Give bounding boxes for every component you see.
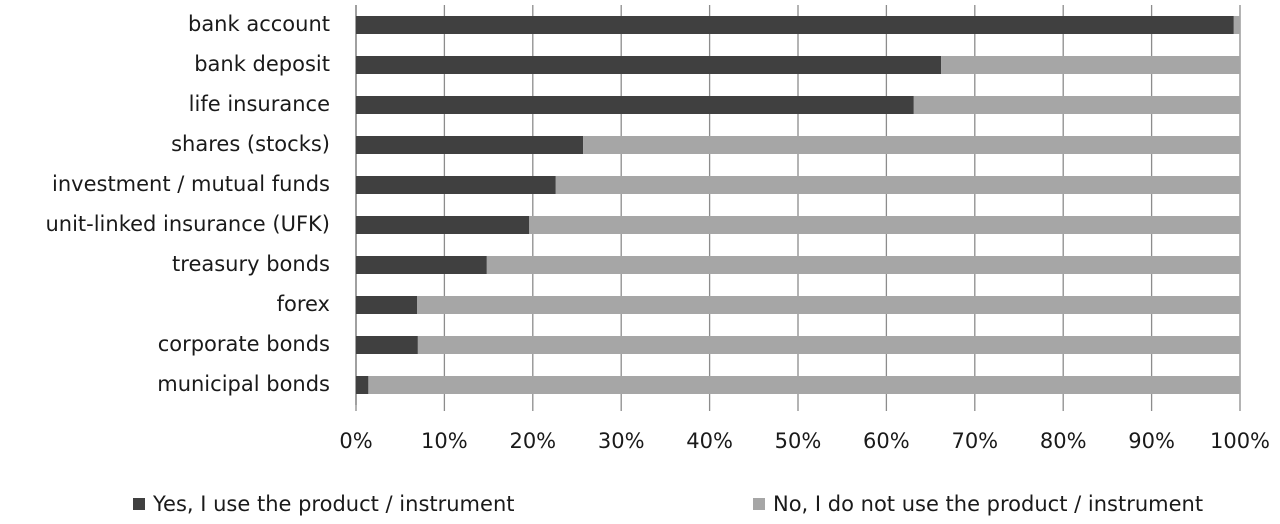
bar xyxy=(356,336,418,354)
bar xyxy=(356,176,556,194)
x-tick-label: 10% xyxy=(421,429,468,453)
bar xyxy=(356,256,487,274)
bar xyxy=(416,296,1241,314)
bar xyxy=(941,56,1240,74)
x-tick-label: 60% xyxy=(863,429,910,453)
bar xyxy=(583,136,1240,154)
legend-label: Yes, I use the product / instrument xyxy=(152,492,514,516)
bar xyxy=(356,216,530,234)
bar xyxy=(356,56,942,74)
legend-swatch xyxy=(753,498,765,510)
x-tick-label: 90% xyxy=(1128,429,1175,453)
y-tick-label: corporate bonds xyxy=(158,332,330,356)
bar xyxy=(356,296,417,314)
x-tick-label: 20% xyxy=(509,429,556,453)
x-tick-label: 50% xyxy=(775,429,822,453)
bar xyxy=(356,96,914,114)
bar xyxy=(417,336,1240,354)
y-tick-label: unit-linked insurance (UFK) xyxy=(45,212,330,236)
bar xyxy=(368,376,1241,394)
bar xyxy=(356,376,369,394)
y-tick-label: forex xyxy=(277,292,330,316)
y-tick-label: bank account xyxy=(188,12,330,36)
bar xyxy=(486,256,1240,274)
x-tick-label: 100% xyxy=(1210,429,1270,453)
y-tick-label: investment / mutual funds xyxy=(52,172,330,196)
bar xyxy=(356,136,584,154)
y-tick-label: treasury bonds xyxy=(172,252,330,276)
bar xyxy=(1233,16,1240,34)
x-tick-label: 0% xyxy=(339,429,372,453)
legend-swatch xyxy=(133,498,145,510)
y-tick-label: bank deposit xyxy=(194,52,330,76)
legend-label: No, I do not use the product / instrumen… xyxy=(773,492,1203,516)
y-tick-label: municipal bonds xyxy=(157,372,330,396)
bar xyxy=(913,96,1240,114)
x-tick-label: 70% xyxy=(951,429,998,453)
y-tick-label: shares (stocks) xyxy=(171,132,330,156)
x-tick-label: 40% xyxy=(686,429,733,453)
bar xyxy=(356,16,1234,34)
bar xyxy=(529,216,1240,234)
x-tick-label: 80% xyxy=(1040,429,1087,453)
bar xyxy=(555,176,1240,194)
y-tick-label: life insurance xyxy=(189,92,330,116)
x-tick-label: 30% xyxy=(598,429,645,453)
